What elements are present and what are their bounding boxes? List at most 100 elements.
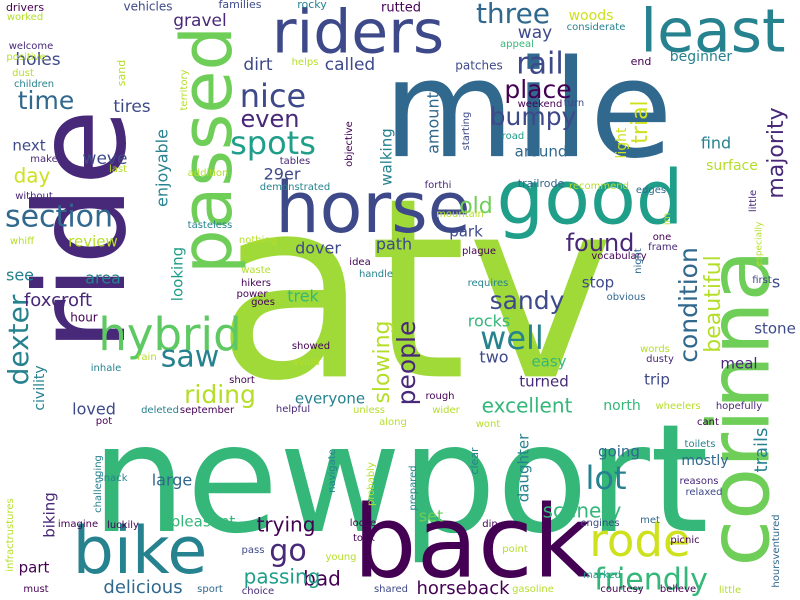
word-vocabulary: vocabulary [591,251,646,262]
word-requires: requires [468,278,509,289]
word-three: three [476,0,550,30]
word-delicious: delicious [103,577,182,598]
word-helpful: helpful [276,404,310,415]
word-ride: ride [9,109,154,351]
word-toilets: toilets [685,439,716,450]
word-foxcroft: foxcroft [24,290,92,311]
word-must: must [23,584,48,595]
word-amount: amount [424,92,443,154]
word-even: even [241,105,300,133]
word-weve: weve [83,149,128,169]
word-probably: probably [366,462,377,506]
word-pot: pot [96,416,112,427]
word-place: place [504,75,571,104]
word-clear: clear [468,447,481,475]
word-tasteless: tasteless [188,220,233,231]
word-make: make [30,154,57,165]
word-wider: wider [432,405,460,416]
word-good: good [497,154,684,242]
word-meal: meal [720,355,757,373]
word-one: one [653,232,672,243]
word-time: time [18,86,74,115]
word-path: path [376,235,412,254]
word-september: september [180,405,235,416]
word-night: night [633,248,644,274]
word-riding: riding [184,380,256,409]
word-hour: hour [70,311,98,325]
word-handle: handle [359,269,393,280]
word-trails: trails [751,428,772,473]
word-rail: rail [516,47,563,82]
word-took: took [353,533,375,544]
word-idea: idea [349,257,370,268]
word-scenery: scenery [543,499,622,523]
word-next: next [12,137,45,155]
word-reasons: reasons [679,476,718,487]
word-found: found [566,229,635,257]
word-starting: starting [461,112,472,151]
word-met: met [640,515,660,526]
word-dusty: dusty [646,354,674,365]
word-gravel: gravel [173,11,226,31]
word-dust: dust [12,68,34,79]
word-luckily: luckily [107,520,139,531]
word-recommend: recommend [569,181,629,192]
word-way: way [518,23,552,43]
word-loved: loved [72,400,116,419]
word-bad: bad [303,567,341,591]
word-going: going [598,443,640,461]
word-rain: rain [137,352,156,363]
word-power: power [237,289,269,300]
word-territory: territory [179,69,190,110]
word-looking: looking [169,247,187,301]
word-corinna: corinna [690,249,789,566]
word-avoid: avoid [292,357,319,368]
word-spots: spots [230,124,316,162]
word-bike: bike [73,514,208,589]
word-turn: turn [564,98,585,109]
word-addition: addition [188,168,229,179]
word-find: find [701,134,731,153]
word-see: see [6,266,34,285]
word-loose: loose [350,518,376,529]
word-set: set [419,507,443,526]
word-friendly: friendly [594,563,708,598]
word-edges: edges [636,185,666,196]
word-plague: plague [462,246,496,257]
word-old: old [459,194,493,219]
word-dover: dover [295,239,341,258]
word-nothing: nothing [239,235,277,246]
word-prepared: prepared [408,465,419,510]
word-part: part [19,559,50,577]
word-mostly: mostly [681,453,728,469]
word-horse: horse [275,167,471,249]
word-riders: riders [272,0,444,68]
word-helps: helps [292,57,319,68]
word-excellent: excellent [482,394,573,418]
word-woods: woods [569,8,614,24]
word-tables: tables [280,156,311,167]
word-children: children [14,79,54,90]
word-relaxed: relaxed [685,487,722,498]
word-section: section [5,200,113,235]
word-showed: showed [292,341,330,352]
word-goes: goes [251,297,275,308]
word-passing: passing [244,565,321,589]
word-choice: choice [242,586,274,597]
word-sandy: sandy [490,286,565,315]
word-inhale: inhale [91,363,122,374]
word-condition: condition [674,247,703,363]
word-young: young [325,552,356,563]
word-saw: saw [161,340,220,375]
word-north: north [603,398,641,414]
word-road: road [502,131,525,142]
word-trek: trek [287,287,319,306]
word-considerate: considerate [567,22,626,33]
word-civility: civility [32,365,48,410]
word-review: review [68,233,118,251]
word-dirt: dirt [243,55,273,75]
word-rode: rode [589,514,690,567]
word-newport: newport [91,393,709,567]
word-dexter: dexter [2,294,35,385]
